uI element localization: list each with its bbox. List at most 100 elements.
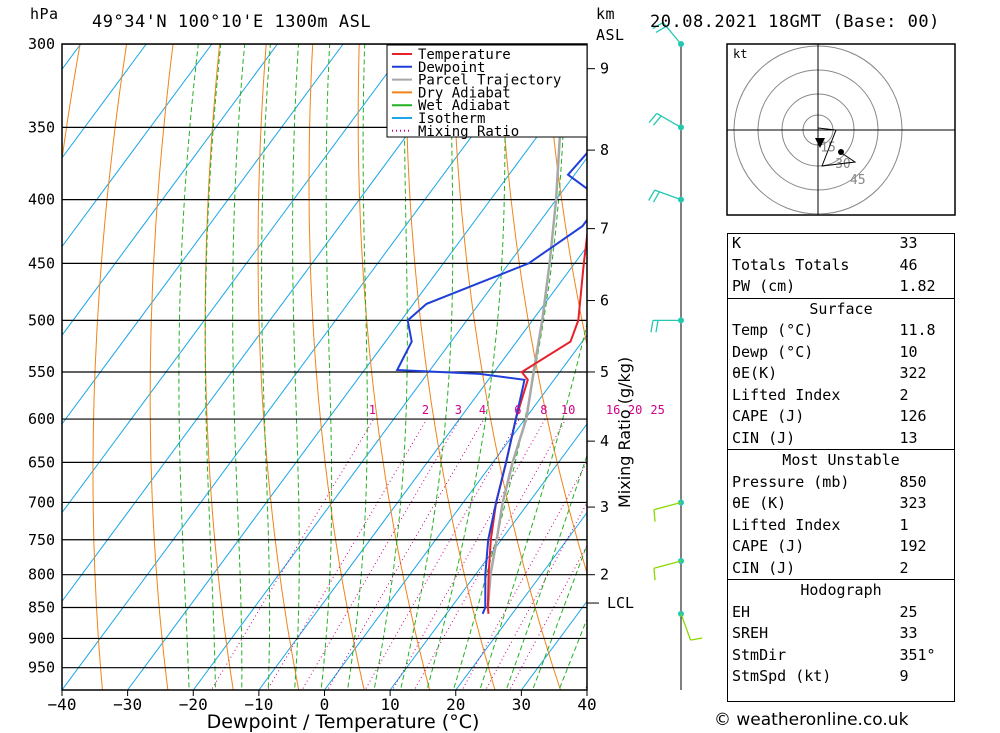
forecast-date: 20.08.2021 18GMT (Base: 00) (650, 12, 940, 32)
wind-barb-flag (652, 21, 664, 30)
index-label: θE (K) (732, 494, 787, 513)
wind-barb-flag (648, 112, 658, 124)
dry-adiabat-line (0, 7, 41, 696)
index-label: CIN (J) (732, 558, 796, 577)
legend-label: Dry Adiabat (418, 85, 511, 101)
pressure-tick-label: 850 (28, 599, 55, 617)
credit-link[interactable]: © weatheronline.co.uk (714, 710, 909, 730)
pressure-tick-label: 650 (28, 453, 55, 471)
height-tick-label: 5 (600, 363, 609, 381)
mixing-ratio-label: 6 (514, 403, 521, 417)
storm-motion-arrow (815, 138, 825, 148)
isotherm-line (192, 157, 587, 690)
isotherm-line (455, 511, 587, 690)
wet-adiabat-line (531, 543, 587, 690)
pressure-tick-label: 800 (28, 566, 55, 584)
wind-barb-flag (650, 320, 654, 333)
legend-label: Mixing Ratio (418, 124, 519, 140)
wind-barb (653, 501, 682, 511)
mixing-ratio-label: 10 (561, 403, 575, 417)
pressure-tick-label: 900 (28, 629, 55, 647)
temperature-tick-label: 30 (512, 695, 531, 714)
dry-adiabat-line (204, 44, 234, 690)
hodograph-unit: kt (733, 47, 747, 61)
height-tick-label: 2 (600, 566, 609, 584)
pressure-tick-label: 750 (28, 531, 55, 549)
x-axis-title: Dewpoint / Temperature (°C) (207, 711, 480, 733)
km-unit-label: km (596, 5, 616, 23)
temperature-tick-label: 20 (446, 695, 465, 714)
wind-barb (653, 560, 682, 569)
legend-label: Parcel Trajectory (418, 73, 561, 89)
pressure-tick-label: 950 (28, 659, 55, 677)
index-value: 46 (899, 255, 918, 274)
wet-adiabat-line (347, 44, 368, 690)
index-value: 850 (899, 472, 927, 491)
mixing-ratio-label: 3 (455, 403, 462, 417)
section-hodograph: Hodograph (728, 579, 954, 602)
pressure-tick-label: 700 (28, 493, 55, 511)
mixing-ratio-line (485, 501, 587, 690)
temperature-tick-label: 40 (577, 695, 596, 714)
mixing-ratio-label: 25 (650, 403, 664, 417)
hodograph-ring-label: 30 (835, 157, 851, 172)
index-label: Lifted Index (732, 385, 841, 404)
index-value: 192 (899, 537, 927, 556)
wind-barb-flag (690, 637, 703, 641)
index-label: Temp (°C) (732, 321, 814, 340)
mixing-ratio-label: 1 (369, 403, 376, 417)
parcel-series (486, 44, 568, 608)
index-label: CAPE (J) (732, 407, 805, 426)
index-label: CIN (J) (732, 428, 796, 447)
index-label: StmSpd (kt) (732, 667, 832, 686)
mixing-ratio-line (364, 418, 520, 690)
isotherm-line (62, 44, 213, 248)
index-value: 126 (899, 407, 927, 426)
temperature-tick-label: 10 (380, 695, 399, 714)
legend-label: Wet Adiabat (418, 98, 511, 114)
station-location: 49°34'N 100°10'E 1300m ASL (92, 12, 372, 32)
index-value: 9 (899, 667, 909, 686)
index-value: 2 (899, 385, 909, 404)
temperature-tick-label: −30 (113, 695, 142, 714)
index-label: SREH (732, 624, 769, 643)
index-label: EH (732, 602, 751, 621)
hodograph-ring-label: 45 (850, 173, 866, 188)
wet-adiabat-line (320, 44, 333, 690)
indices-table: K 33 Totals Totals 46 PW (cm) 1.82 Surface … (728, 233, 954, 688)
wind-barb-flag (652, 115, 662, 126)
index-label: Lifted Index (732, 515, 841, 534)
isotherm-line (62, 44, 344, 425)
wind-barb-flag (655, 25, 667, 34)
index-label: CAPE (J) (732, 537, 805, 556)
mixing-ratio-label: 8 (540, 403, 547, 417)
mixing-ratio-line (301, 418, 461, 690)
height-tick-label: 8 (600, 141, 609, 159)
mixing-ratio-label: 16 (606, 403, 620, 417)
asl-unit-label: ASL (596, 26, 625, 44)
wind-barb (654, 189, 682, 201)
index-row-k: K 33 (728, 233, 954, 255)
index-value: 10 (899, 342, 918, 361)
plot-area (0, 7, 1000, 696)
temperature-tick-label: 0 (320, 695, 330, 714)
legend-label: Dewpoint (418, 60, 485, 76)
dry-adiabat-line (954, 7, 1000, 696)
mixing-ratio-label: 2 (422, 403, 429, 417)
legend-label: Isotherm (418, 111, 485, 127)
pressure-tick-label: 600 (28, 410, 55, 428)
temperature-series (486, 228, 587, 614)
wind-barb (680, 613, 692, 641)
isotherm-line (62, 44, 147, 159)
wet-adiabat-line (232, 44, 246, 690)
temperature-tick-label: −10 (244, 695, 273, 714)
height-tick-label: 9 (600, 60, 609, 78)
wet-adiabat-line (178, 44, 199, 690)
index-label: Totals Totals (732, 255, 850, 274)
pressure-tick-label: 550 (28, 363, 55, 381)
section-title: Hodograph (728, 579, 954, 602)
index-value: 1 (899, 515, 909, 534)
storm-motion-dot (838, 149, 844, 155)
pressure-unit-label: hPa (30, 5, 59, 23)
